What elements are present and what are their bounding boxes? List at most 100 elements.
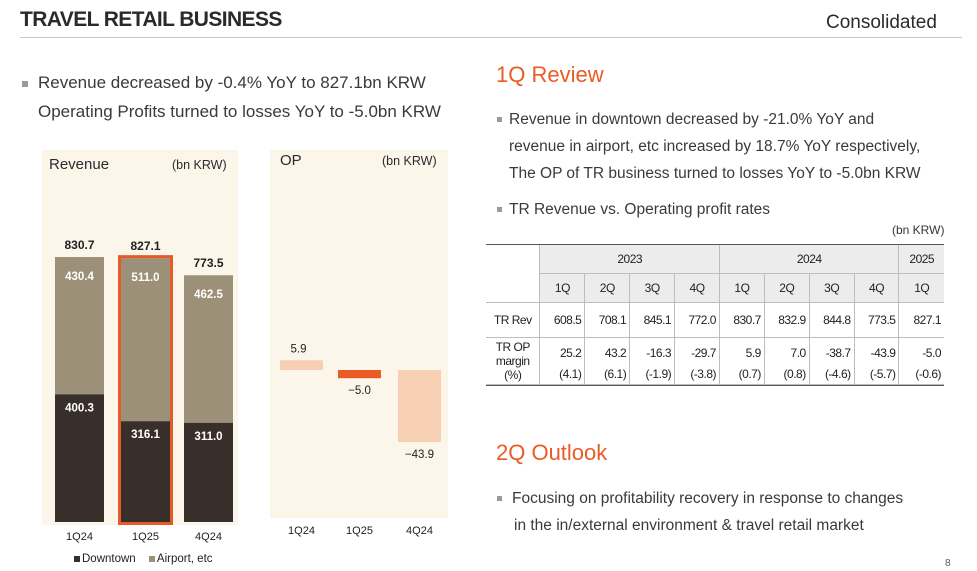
review-bullet-1: Revenue in downtown decreased by -21.0% …	[497, 106, 921, 187]
table-cell-margin: (6.1)	[584, 363, 631, 385]
bullet-square-icon	[497, 117, 502, 123]
table-cell-op: 25.2	[539, 336, 586, 364]
table-quarter-header: 1Q	[539, 273, 586, 303]
review-bullet-1-line-3: The OP of TR business turned to losses Y…	[509, 165, 921, 182]
table-year-row: 2023 2024 2025	[486, 245, 944, 303]
table-cell-op: -16.3	[629, 336, 676, 364]
op-chart-unit: (bn KRW)	[382, 154, 437, 168]
op-label-1Q25: −5.0	[348, 385, 371, 397]
op-bar-4Q24	[398, 370, 441, 442]
table-corner	[486, 245, 541, 303]
table-cell-rev: 773.5	[853, 302, 900, 338]
review-bullet-1-line-1: Revenue in downtown decreased by -21.0% …	[497, 106, 921, 133]
bullet-square-icon	[22, 80, 28, 87]
charts-canvas: 430.4 400.3 830.7 1Q24 511.0 316.1 827.1 1Q25 46…	[55, 238, 441, 543]
table-quarter-header: 3Q	[808, 273, 855, 303]
legend-downtown: Downtown	[74, 553, 136, 565]
bar-downtown-4Q24	[184, 422, 233, 522]
table-row-label: TR OP margin (%)	[486, 337, 541, 385]
legend-swatch-airport	[148, 556, 155, 562]
x-tick-op-4Q24: 4Q24	[406, 525, 433, 537]
outlook-heading: 2Q Outlook	[496, 440, 608, 465]
table-cell-op: 43.2	[584, 336, 631, 364]
table-quarter-header: 3Q	[629, 273, 676, 303]
x-tick-op-1Q25: 1Q25	[346, 525, 373, 537]
x-tick-revenue-1Q25: 1Q25	[132, 531, 159, 543]
summary-line-1: Revenue decreased by -0.4% YoY to 827.1b…	[22, 73, 426, 93]
page-title: TRAVEL RETAIL BUSINESS	[20, 8, 282, 31]
table-year-header: 2024	[718, 245, 900, 274]
table-row-label: TR Rev	[486, 302, 541, 338]
bullet-square-icon	[497, 207, 502, 213]
table-cell-rev: 772.0	[674, 302, 720, 338]
table-row: TR Rev 608.5 708.1 845.1 772.0 830.7 832.9 844…	[486, 302, 944, 338]
table-year-header: 2023	[539, 245, 720, 274]
op-chart-panel	[270, 150, 448, 518]
label-airport-1Q25: 511.0	[131, 272, 159, 284]
bar-airport-1Q24	[55, 257, 104, 395]
table-cell-op: -29.7	[674, 336, 720, 364]
revenue-chart-title: Revenue	[49, 156, 110, 173]
legend-swatch-downtown	[74, 556, 80, 562]
review-bullet-1-line-2: revenue in airport, etc increased by 18.…	[509, 138, 921, 155]
table-row: TR OP margin (%) 25.2 43.2 -16.3 -29.7 5.9 7.0-…	[486, 336, 944, 385]
label-downtown-1Q25: 316.1	[131, 429, 160, 441]
table-quarter-header: 1Q	[898, 273, 944, 303]
table-cell-margin: (0.8)	[763, 363, 810, 385]
table-year-header: 2025	[898, 245, 944, 274]
page-number: 8	[945, 558, 951, 569]
op-label-1Q24: 5.9	[291, 343, 307, 355]
review-heading: 1Q Review	[496, 62, 604, 87]
label-downtown-1Q24: 400.3	[65, 402, 94, 414]
table-cell-rev: 830.7	[718, 302, 765, 338]
header-divider	[20, 37, 962, 38]
table-cell-margin: (-3.8)	[674, 363, 720, 385]
table-cell-op: 7.0	[763, 336, 810, 364]
x-tick-revenue-4Q24: 4Q24	[195, 531, 222, 543]
legend-airport: Airport, etc	[148, 553, 213, 565]
outlook-bullet: Focusing on profitability recovery in re…	[497, 485, 903, 539]
highlight-frame-1Q25	[118, 255, 173, 525]
op-chart-title: OP	[280, 152, 302, 169]
rev-op-table: 2023 2024 2025 1Q 2Q 3Q 4Q 1Q 2Q 3Q 4Q 1Q TR Rev…	[486, 245, 944, 385]
op-label-4Q24: −43.9	[405, 449, 434, 461]
table-quarter-header: 4Q	[674, 273, 720, 303]
x-tick-op-1Q24: 1Q24	[288, 525, 315, 537]
table-cell-rev: 832.9	[763, 302, 810, 338]
table-row: (4.1) (6.1) (-1.9) (-3.8) (0.7) (0.8) (-4.6) (-…	[486, 363, 944, 385]
label-airport-4Q24: 462.5	[194, 289, 223, 301]
table-cell-margin: (-5.7)	[853, 363, 900, 385]
label-downtown-4Q24: 311.0	[194, 431, 222, 443]
table-cell-rev: 845.1	[629, 302, 676, 338]
table-cell-op: -38.7	[808, 336, 855, 364]
table-cell-margin: (-1.9)	[629, 363, 676, 385]
table-quarter-header: 4Q	[853, 273, 900, 303]
table-cell-margin: (0.7)	[718, 363, 765, 385]
bar-downtown-1Q25	[121, 421, 170, 522]
label-airport-1Q24: 430.4	[65, 271, 94, 283]
bullet-square-icon	[497, 496, 502, 502]
table-cell-margin: (4.1)	[539, 363, 586, 385]
bar-downtown-1Q24	[55, 394, 104, 522]
bar-airport-4Q24	[184, 275, 233, 423]
label-total-1Q24: 830.7	[64, 238, 94, 252]
rev-op-table-wrap: 2023 2024 2025 1Q 2Q 3Q 4Q 1Q 2Q 3Q 4Q 1Q TR Rev…	[486, 244, 944, 386]
table-cell-margin: (-4.6)	[808, 363, 855, 385]
table-cell-op: -5.0	[898, 336, 944, 364]
table-cell-rev: 844.8	[808, 302, 855, 338]
outlook-line-1: Focusing on profitability recovery in re…	[497, 485, 903, 512]
table-cell-op: -43.9	[853, 336, 900, 364]
revenue-chart-unit: (bn KRW)	[172, 158, 227, 172]
op-bar-1Q25	[338, 370, 381, 379]
table-cell-margin: (-0.6)	[898, 363, 944, 385]
table-quarter-header: 1Q	[718, 273, 765, 303]
table-quarter-header: 2Q	[763, 273, 810, 303]
outlook-line-2: in the in/external environment & travel …	[514, 517, 864, 534]
review-bullet-2: TR Revenue vs. Operating profit rates	[497, 196, 770, 223]
table-cell-rev: 708.1	[584, 302, 631, 338]
table-quarter-header: 2Q	[584, 273, 631, 303]
x-tick-revenue-1Q24: 1Q24	[66, 531, 93, 543]
bar-airport-1Q25	[121, 258, 170, 422]
table-cell-op: 5.9	[718, 336, 765, 364]
table-cell-rev: 827.1	[898, 302, 944, 338]
